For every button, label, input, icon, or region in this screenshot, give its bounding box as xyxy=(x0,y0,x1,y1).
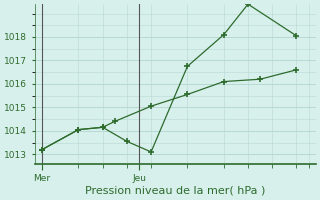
X-axis label: Pression niveau de la mer( hPa ): Pression niveau de la mer( hPa ) xyxy=(85,186,266,196)
